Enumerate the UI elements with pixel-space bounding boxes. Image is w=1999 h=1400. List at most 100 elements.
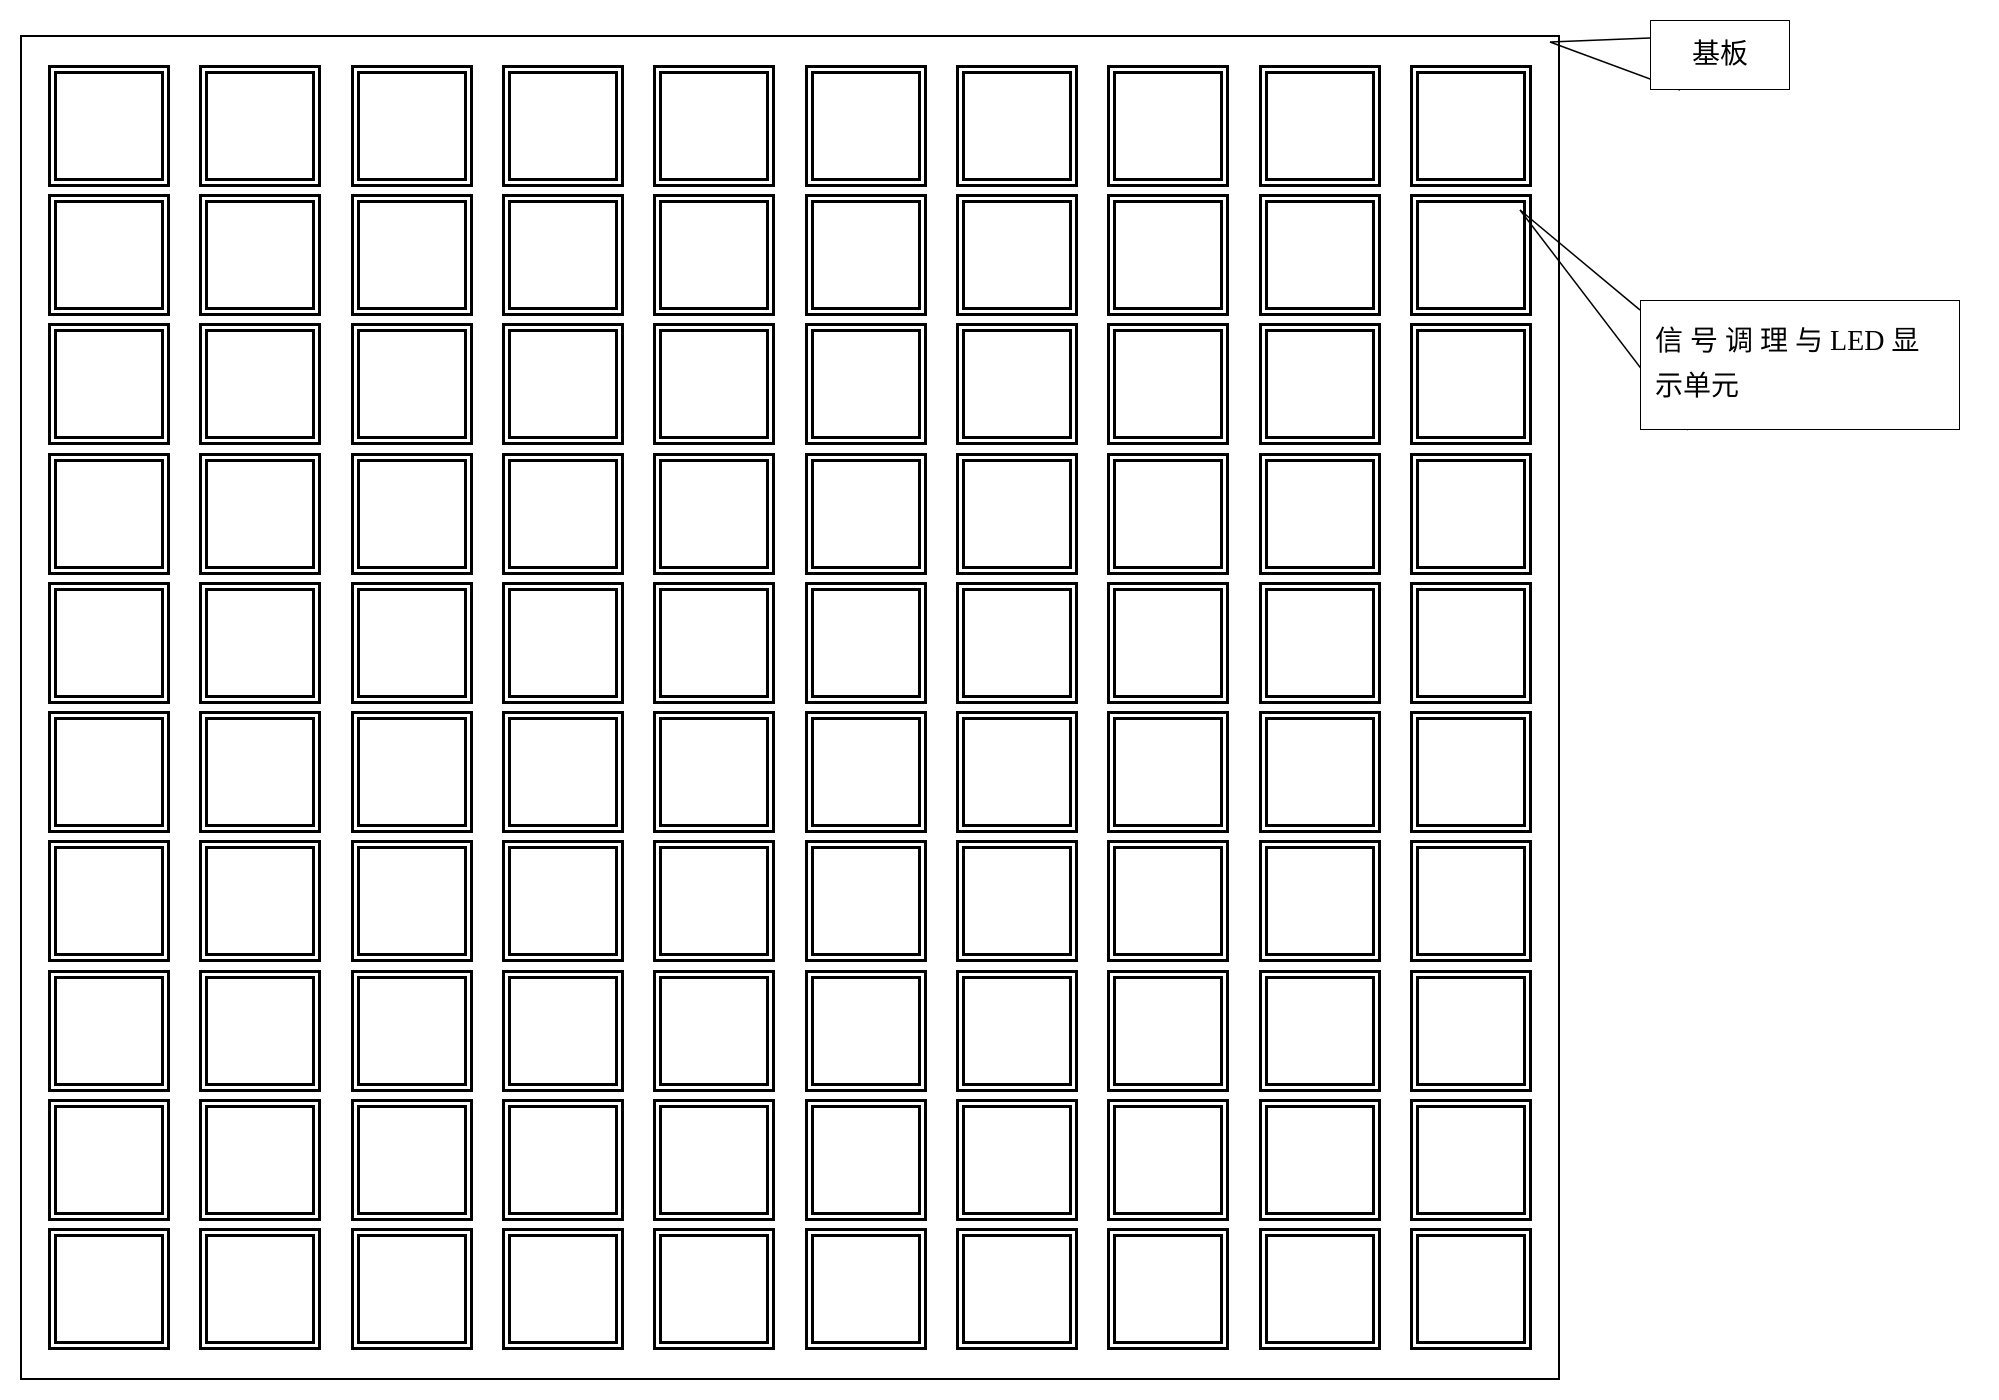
led-unit-cell: [956, 194, 1078, 316]
led-unit-cell: [1107, 582, 1229, 704]
led-unit-cell: [805, 65, 927, 187]
led-unit-cell: [1259, 453, 1381, 575]
led-unit-cell: [1107, 65, 1229, 187]
led-unit-cell: [502, 970, 624, 1092]
led-unit-cell: [351, 970, 473, 1092]
led-unit-cell: [48, 840, 170, 962]
led-unit-cell: [351, 65, 473, 187]
led-unit-cell: [1107, 840, 1229, 962]
led-unit-cell: [199, 711, 321, 833]
led-unit-cell: [351, 194, 473, 316]
led-unit-cell: [199, 65, 321, 187]
led-unit-cell: [1107, 1228, 1229, 1350]
led-unit-cell: [502, 453, 624, 575]
led-unit-cell: [956, 970, 1078, 1092]
led-unit-cell: [199, 323, 321, 445]
led-unit-cell: [956, 323, 1078, 445]
led-unit-cell: [1107, 970, 1229, 1092]
led-unit-cell: [502, 1228, 624, 1350]
led-unit-cell: [1259, 711, 1381, 833]
led-unit-cell: [1259, 582, 1381, 704]
led-unit-cell: [805, 453, 927, 575]
led-unit-cell: [805, 194, 927, 316]
led-unit-cell: [48, 194, 170, 316]
led-unit-cell: [956, 840, 1078, 962]
led-unit-cell: [502, 65, 624, 187]
led-unit-cell: [805, 840, 927, 962]
led-unit-cell: [1107, 711, 1229, 833]
led-unit-cell: [502, 582, 624, 704]
unit-grid: [48, 65, 1532, 1350]
callout-substrate: 基板: [1650, 20, 1790, 90]
led-unit-cell: [351, 1099, 473, 1221]
led-unit-cell: [1107, 194, 1229, 316]
led-unit-cell: [956, 65, 1078, 187]
led-unit-cell: [653, 65, 775, 187]
led-unit-cell: [1259, 840, 1381, 962]
led-unit-cell: [199, 1099, 321, 1221]
led-unit-cell: [48, 323, 170, 445]
led-unit-cell: [351, 453, 473, 575]
led-unit-cell: [351, 1228, 473, 1350]
led-unit-cell: [1259, 65, 1381, 187]
led-unit-cell: [1410, 840, 1532, 962]
led-unit-cell: [199, 840, 321, 962]
led-unit-cell: [351, 840, 473, 962]
led-unit-cell: [48, 582, 170, 704]
led-unit-cell: [351, 711, 473, 833]
led-unit-cell: [653, 194, 775, 316]
led-unit-cell: [1410, 453, 1532, 575]
led-unit-cell: [48, 711, 170, 833]
led-unit-cell: [502, 194, 624, 316]
led-unit-cell: [805, 711, 927, 833]
led-unit-cell: [1259, 323, 1381, 445]
led-unit-cell: [199, 194, 321, 316]
led-unit-cell: [1107, 1099, 1229, 1221]
led-unit-cell: [502, 1099, 624, 1221]
led-unit-cell: [805, 1228, 927, 1350]
led-unit-cell: [351, 582, 473, 704]
led-unit-cell: [199, 970, 321, 1092]
led-unit-cell: [653, 453, 775, 575]
callout-unit-label: 信 号 调 理 与 LED 显示单元: [1655, 320, 1945, 410]
led-unit-cell: [48, 1228, 170, 1350]
diagram-canvas: 基板 信 号 调 理 与 LED 显示单元: [20, 20, 1979, 1380]
led-unit-cell: [805, 582, 927, 704]
led-unit-cell: [1259, 1228, 1381, 1350]
led-unit-cell: [653, 1099, 775, 1221]
led-unit-cell: [956, 1099, 1078, 1221]
led-unit-cell: [48, 970, 170, 1092]
led-unit-cell: [1410, 194, 1532, 316]
callout-unit: 信 号 调 理 与 LED 显示单元: [1640, 300, 1960, 430]
led-unit-cell: [351, 323, 473, 445]
led-unit-cell: [956, 711, 1078, 833]
led-unit-cell: [653, 582, 775, 704]
led-unit-cell: [199, 1228, 321, 1350]
led-unit-cell: [653, 970, 775, 1092]
led-unit-cell: [199, 582, 321, 704]
callout-substrate-label: 基板: [1692, 33, 1748, 78]
led-unit-cell: [1410, 65, 1532, 187]
led-unit-cell: [1410, 323, 1532, 445]
led-unit-cell: [653, 840, 775, 962]
led-unit-cell: [1107, 323, 1229, 445]
led-unit-cell: [48, 453, 170, 575]
led-unit-cell: [805, 323, 927, 445]
led-unit-cell: [653, 1228, 775, 1350]
led-unit-cell: [805, 1099, 927, 1221]
led-unit-cell: [805, 970, 927, 1092]
led-unit-cell: [48, 65, 170, 187]
led-unit-cell: [1410, 1228, 1532, 1350]
led-unit-cell: [1410, 582, 1532, 704]
led-unit-cell: [653, 323, 775, 445]
led-unit-cell: [956, 582, 1078, 704]
led-unit-cell: [1107, 453, 1229, 575]
led-unit-cell: [1410, 711, 1532, 833]
led-unit-cell: [502, 323, 624, 445]
led-unit-cell: [653, 711, 775, 833]
led-unit-cell: [199, 453, 321, 575]
led-unit-cell: [502, 840, 624, 962]
led-unit-cell: [956, 453, 1078, 575]
led-unit-cell: [1259, 970, 1381, 1092]
led-unit-cell: [1410, 970, 1532, 1092]
